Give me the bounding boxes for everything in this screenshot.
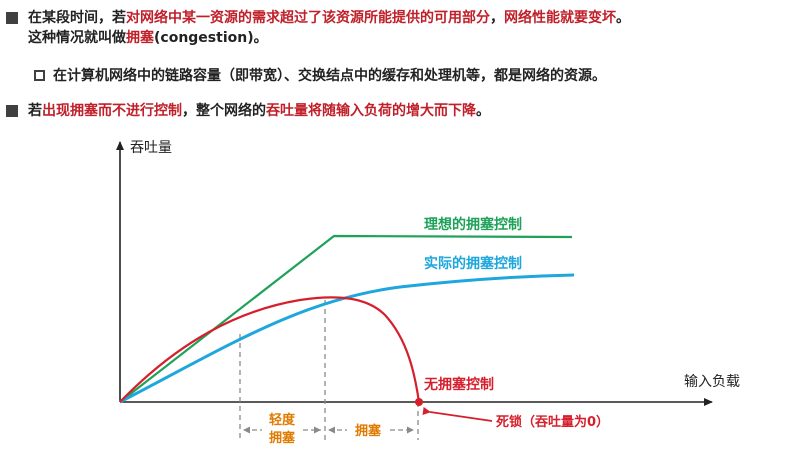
text-segment: ， <box>490 10 504 26</box>
sub-bullet-network-resources: 在计算机网络中的链路容量（即带宽）、交换结点中的缓存和处理机等，都是网络的资源。 <box>34 66 606 86</box>
bullet-congestion-definition: 在某段时间，若对网络中某一资源的需求超过了该资源所能提供的可用部分，网络性能就要… <box>6 8 786 48</box>
square-bullet-icon <box>6 105 18 117</box>
highlight-performance-degrades: 网络性能就要变坏 <box>504 10 616 26</box>
text-segment: 。 <box>616 10 630 26</box>
bullet-text: 在某段时间，若对网络中某一资源的需求超过了该资源所能提供的可用部分，网络性能就要… <box>28 8 630 48</box>
text-segment: 这种情况就叫做 <box>28 30 126 46</box>
light-congestion-label-line1: 轻度 <box>269 412 296 428</box>
highlight-no-control: 出现拥塞而不进行控制 <box>42 103 182 119</box>
no-control-curve <box>119 296 421 403</box>
ideal-control-curve <box>119 234 573 403</box>
text-segment: 若 <box>28 103 42 119</box>
actual-control-label: 实际的拥塞控制 <box>424 255 522 272</box>
highlight-demand-exceeds: 对网络中某一资源的需求超过了该资源所能提供的可用部分 <box>126 10 490 26</box>
highlight-congestion-term: 拥塞 <box>126 30 154 46</box>
text-segment: ，整个网络的 <box>182 103 266 119</box>
actual-control-curve <box>119 273 575 404</box>
y-axis-label: 吞吐量 <box>130 140 172 156</box>
deadlock-label: 死锁（吞吐量为0） <box>496 414 609 430</box>
bullet-text: 若出现拥塞而不进行控制，整个网络的吞吐量将随输入负荷的增大而下降。 <box>28 101 490 121</box>
text-segment: 。 <box>476 103 490 119</box>
ideal-control-label: 理想的拥塞控制 <box>424 216 522 233</box>
sub-bullet-text: 在计算机网络中的链路容量（即带宽）、交换结点中的缓存和处理机等，都是网络的资源。 <box>53 68 606 84</box>
congestion-region-label: 拥塞 <box>355 423 382 439</box>
no-control-label: 无拥塞控制 <box>423 376 494 393</box>
deadlock-arrow <box>422 407 493 422</box>
text-segment: (congestion)。 <box>154 30 268 46</box>
square-bullet-icon <box>6 12 18 24</box>
deadlock-point <box>415 398 423 406</box>
hollow-square-bullet-icon <box>34 70 45 81</box>
x-axis-label: 输入负载 <box>684 374 740 390</box>
bullet-throughput-drop: 若出现拥塞而不进行控制，整个网络的吞吐量将随输入负荷的增大而下降。 <box>6 101 490 121</box>
highlight-throughput-drops: 吞吐量将随输入负荷的增大而下降 <box>266 103 476 119</box>
text-segment: 在某段时间，若 <box>28 10 126 26</box>
light-congestion-label-line2: 拥塞 <box>269 430 296 446</box>
